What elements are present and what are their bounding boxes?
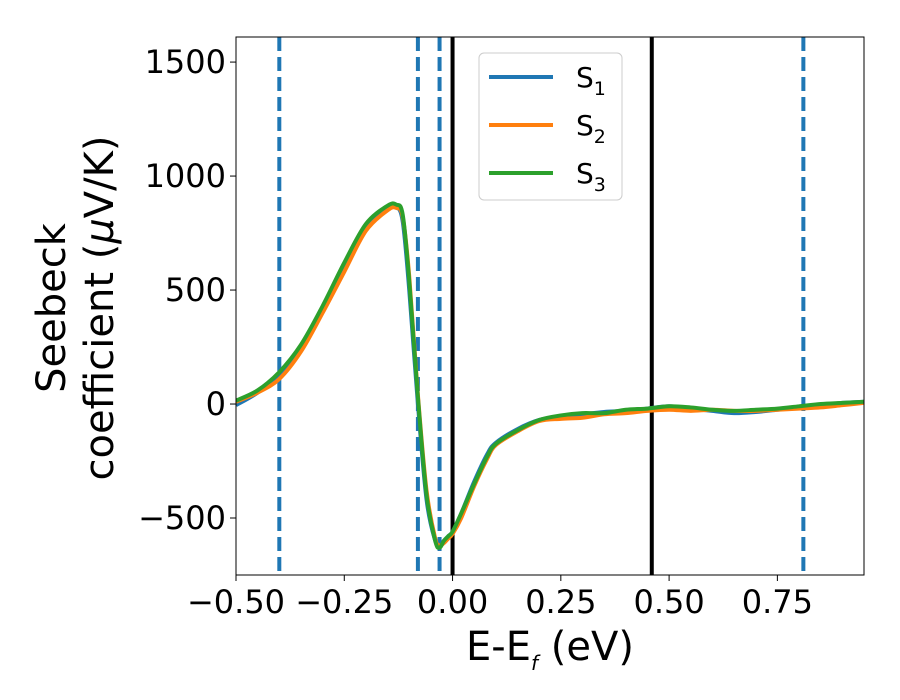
- y-tick-label: 1000: [145, 157, 226, 195]
- legend-label-2: S2: [576, 109, 606, 148]
- plot-frame: [235, 36, 865, 576]
- legend: S1 S2 S3: [478, 52, 623, 201]
- y-tick-label: 1500: [145, 43, 226, 81]
- x-tick-label: −0.25: [295, 583, 393, 621]
- x-tick-label: 0.50: [633, 583, 704, 621]
- y-axis-label-line2: coefficient (μV/K): [77, 136, 123, 481]
- x-tick-label: 0.75: [742, 583, 813, 621]
- y-tick-label: 0: [206, 385, 226, 423]
- series-line-3: [236, 201, 864, 550]
- y-axis-label-line1: Seebeck: [29, 222, 75, 393]
- x-tick-label: −0.50: [187, 583, 285, 621]
- vertical-reference-lines: [277, 37, 806, 575]
- x-axis-label: E-Ef (eV): [466, 624, 634, 675]
- legend-label-1: S1: [576, 61, 606, 100]
- series-layer: [236, 201, 864, 550]
- y-axis-label: Seebeck coefficient (μV/K): [29, 136, 123, 481]
- series-line-1: [236, 203, 864, 548]
- legend-label-3: S3: [576, 157, 606, 196]
- y-tick-label: 500: [165, 271, 226, 309]
- x-tick-label: 0.25: [525, 583, 596, 621]
- series-line-2: [236, 205, 864, 548]
- y-tick-label: −500: [138, 499, 226, 537]
- x-axis-ticks: −0.50 −0.25 0.00 0.25 0.50 0.75: [187, 575, 813, 621]
- x-tick-label: 0.00: [417, 583, 488, 621]
- y-axis-ticks: −500 0 500 1000 1500: [138, 43, 236, 537]
